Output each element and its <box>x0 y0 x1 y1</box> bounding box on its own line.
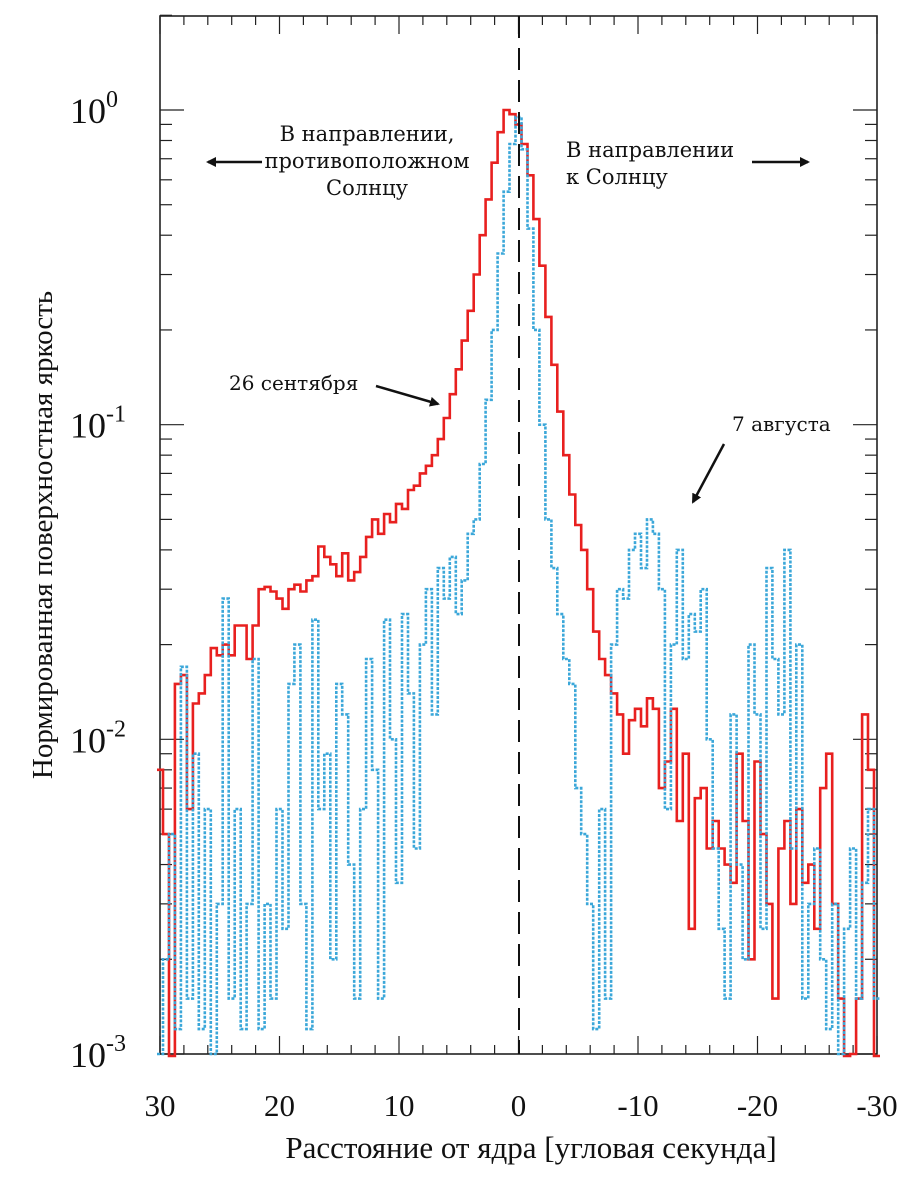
y-tick-label: 100 <box>70 87 118 131</box>
y-axis-label: Нормированная поверхностная яркость <box>27 291 59 779</box>
x-axis-label: Расстояние от ядра [угловая секунда] <box>285 1130 776 1165</box>
x-tick-label: -30 <box>856 1088 897 1123</box>
sep26-label: 26 сентября <box>229 371 358 395</box>
sep26-arrow <box>375 384 440 407</box>
x-tick-labels: 30 20 10 0 -10 -20 -30 <box>145 1088 898 1123</box>
x-tick-label: 30 <box>145 1088 176 1123</box>
x-tick-label: 10 <box>384 1088 415 1123</box>
sun-annotation: В направлении к Солнцу <box>566 138 810 189</box>
aug7-arrow <box>691 443 726 504</box>
y-tick-labels: 100 10-1 10-2 10-3 <box>70 87 126 1075</box>
anti-sun-annotation: В направлении, противоположном Солнцу <box>206 122 470 200</box>
y-tick-label: 10-3 <box>70 1031 126 1075</box>
x-tick-label: -20 <box>737 1088 778 1123</box>
x-tick-label: -10 <box>617 1088 658 1123</box>
x-tick-label: 0 <box>511 1088 527 1123</box>
x-tick-label: 20 <box>264 1088 295 1123</box>
y-tick-label: 10-1 <box>70 402 126 446</box>
y-tick-label: 10-2 <box>70 716 126 760</box>
aug7-label: 7 августа <box>732 412 831 436</box>
